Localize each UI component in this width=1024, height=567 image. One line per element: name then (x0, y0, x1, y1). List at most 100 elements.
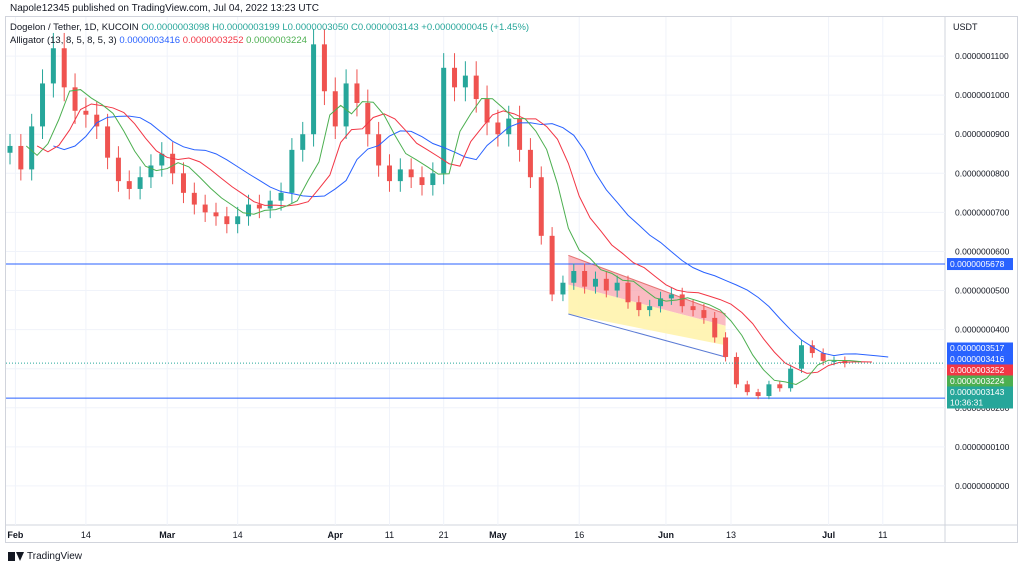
candle-body (40, 83, 46, 127)
tradingview-logo-icon (8, 552, 24, 561)
candle-body (592, 278, 598, 287)
alligator-legend[interactable]: Alligator (13, 8, 5, 8, 5, 3) 0.00000034… (10, 35, 307, 46)
ohlc-values: O0.0000003098 H0.0000003199 L0.000000305… (141, 22, 419, 33)
candle-body (7, 145, 13, 153)
candle-body (538, 177, 544, 236)
candle-body (235, 216, 241, 225)
y-tick-label: 0.0000001000 (955, 90, 1010, 100)
candle-body (733, 356, 739, 385)
pattern-lower-band (568, 284, 726, 346)
candle-body (419, 177, 425, 186)
x-tick-label: Jun (658, 530, 674, 540)
candle-body (744, 384, 750, 393)
price-tag-label: 0.0000003252 (950, 365, 1005, 375)
candle-body (321, 44, 327, 92)
pattern-top-line (568, 254, 726, 315)
candle-body (159, 153, 165, 166)
alligator-lips-line (25, 89, 862, 385)
candle-body (343, 83, 349, 127)
price-tag (947, 342, 1013, 354)
candle-body (809, 345, 815, 354)
candle-body (202, 204, 208, 213)
candle-body (462, 75, 468, 88)
candle-body (690, 306, 696, 311)
y-tick-label: 0.0000000500 (955, 286, 1010, 296)
candle-body (289, 149, 295, 193)
candle-body (679, 294, 685, 307)
level-tag (947, 258, 1013, 271)
candle-body (798, 345, 804, 369)
candle-body (397, 169, 403, 182)
candle-body (495, 122, 501, 135)
alligator-jaw-line (53, 115, 889, 358)
candle-body (636, 302, 642, 311)
x-tick-label: Jul (822, 530, 835, 540)
candle-body (820, 353, 826, 361)
candle-body (105, 126, 111, 158)
price-tag-label: 0.0000003517 (950, 343, 1005, 353)
candle-body (668, 294, 674, 299)
candle-body (408, 169, 414, 178)
candle-body (452, 67, 458, 88)
candle-body (386, 165, 392, 182)
candle-body (311, 44, 317, 135)
candle-body (61, 48, 67, 88)
y-tick-label: 0.0000000400 (955, 325, 1010, 335)
symbol-legend[interactable]: Dogelon / Tether, 1D, KUCOIN O0.00000030… (10, 22, 529, 33)
y-tick-label: 0.0000000000 (955, 481, 1010, 491)
alligator-jaw: 0.0000003416 (119, 35, 181, 46)
y-tick-label: 0.0000001100 (955, 51, 1009, 61)
candle-body (126, 181, 132, 189)
candle-body (777, 384, 783, 389)
x-tick-label: 16 (574, 530, 584, 540)
candle-body (50, 48, 56, 84)
candle-body (517, 118, 523, 150)
candle-body (647, 306, 653, 311)
candle-body (723, 337, 729, 357)
candle-body (332, 91, 338, 127)
candle-body (473, 75, 479, 100)
candle-body (180, 173, 186, 193)
symbol-title: Dogelon / Tether, 1D, KUCOIN (10, 22, 139, 33)
candle-body (506, 118, 512, 135)
x-tick-label: 11 (878, 530, 887, 540)
y-tick-label: 0.0000000700 (955, 207, 1010, 217)
candle-body (278, 192, 284, 201)
candle-body (213, 212, 219, 217)
candle-body (701, 310, 707, 318)
x-tick-label: Apr (328, 530, 344, 540)
candle-body (94, 114, 100, 127)
candle-body (788, 368, 794, 389)
candle-body (18, 145, 24, 170)
y-tick-label: 0.0000000100 (955, 442, 1010, 452)
x-tick-label: May (489, 530, 507, 540)
pattern-bottom-line (568, 313, 726, 358)
x-tick-label: 14 (81, 530, 91, 540)
candle-body (115, 157, 121, 182)
price-tag (947, 386, 1013, 409)
candle-body (571, 271, 577, 283)
change-value: +0.0000000045 (+1.45%) (421, 22, 530, 33)
candle-body (614, 282, 620, 291)
candle-body (625, 282, 631, 303)
candle-body (430, 173, 436, 186)
candle-body (831, 360, 837, 362)
alligator-teeth-line (36, 103, 872, 374)
candle-body (755, 392, 761, 397)
candle-body (224, 216, 230, 225)
candle-body (484, 99, 490, 123)
candle-body (354, 83, 360, 103)
price-tag (947, 375, 1013, 387)
candle-body (148, 165, 154, 178)
x-tick-label: 21 (439, 530, 449, 540)
candle-body (29, 126, 35, 170)
tradingview-footer: TradingView (8, 551, 82, 562)
x-tick-label: 11 (385, 530, 394, 540)
candle-body (83, 110, 89, 115)
price-tag-label: 0.0000003224 (950, 376, 1005, 386)
price-tag-label: 0.0000003416 (950, 354, 1005, 364)
x-tick-label: 14 (233, 530, 243, 540)
x-tick-label: Mar (159, 530, 176, 540)
alligator-title: Alligator (13, 8, 5, 8, 5, 3) (10, 35, 117, 46)
